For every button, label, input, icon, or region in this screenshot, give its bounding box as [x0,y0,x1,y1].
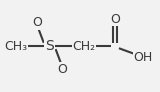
Text: O: O [57,63,67,76]
Text: OH: OH [133,51,153,64]
Text: O: O [32,16,42,29]
Text: O: O [110,13,120,26]
Text: CH₃: CH₃ [4,39,27,53]
Text: S: S [45,39,54,53]
Text: CH₂: CH₂ [72,39,96,53]
